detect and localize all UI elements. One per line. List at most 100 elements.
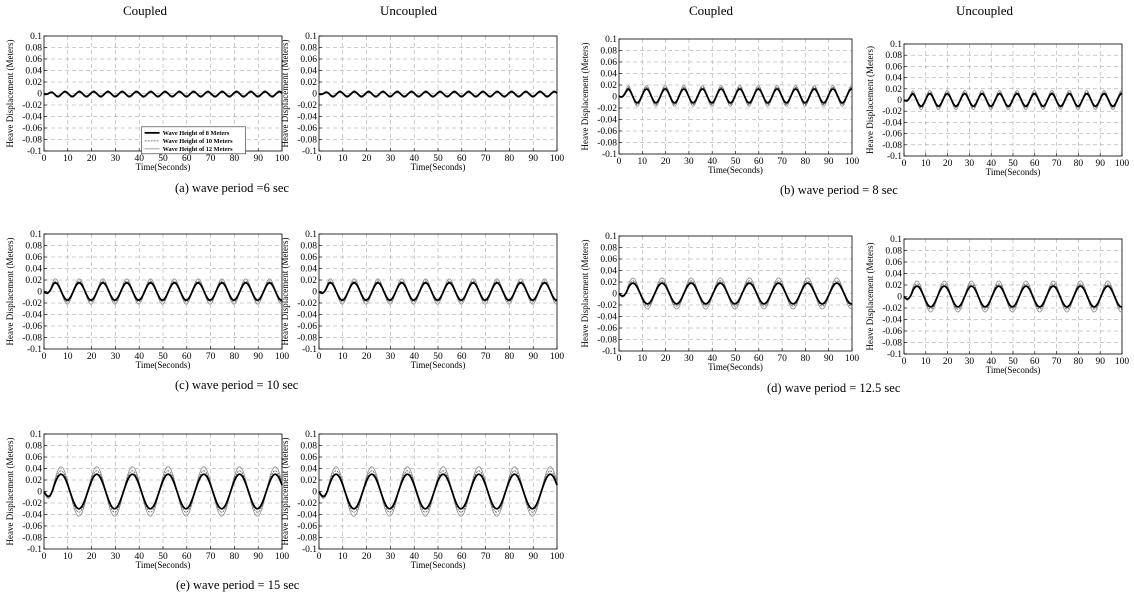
y-tick-label: -0.02	[597, 104, 617, 114]
y-axis-label: Heave Displacement (Meters)	[5, 40, 15, 148]
y-axis-label: Heave Displacement (Meters)	[280, 438, 290, 546]
x-axis-label: Time(Seconds)	[708, 165, 763, 175]
x-tick-label: 0	[42, 154, 47, 164]
x-tick-label: 30	[965, 357, 975, 367]
x-tick-label: 90	[824, 354, 834, 364]
x-tick-label: 50	[1008, 159, 1018, 169]
x-axis-label: Time(Seconds)	[411, 162, 466, 172]
y-tick-label: -0.02	[22, 299, 42, 309]
y-tick-label: 0.08	[600, 47, 617, 57]
legend-box	[141, 126, 246, 155]
y-tick-label: 0.04	[885, 270, 902, 280]
x-tick-label: 0	[617, 157, 622, 167]
x-tick-label: 60	[182, 154, 192, 164]
y-axis-label: Heave Displacement (Meters)	[865, 46, 875, 154]
x-tick-label: 20	[661, 157, 671, 167]
x-tick-label: 50	[158, 154, 168, 164]
x-tick-label: 40	[134, 552, 144, 562]
x-tick-label: 70	[206, 154, 216, 164]
x-tick-label: 0	[902, 159, 907, 169]
x-tick-label: 20	[943, 159, 953, 169]
x-tick-label: 30	[386, 154, 396, 164]
y-tick-label: -0.1	[602, 150, 617, 160]
x-tick-label: 90	[528, 552, 538, 562]
series-line-8m	[903, 285, 1123, 308]
chart-svg: 0 10 20 30 40 50 60 70 80 90 1000.10.080.060.040.0…	[280, 230, 565, 370]
x-tick-label: 10	[63, 352, 73, 362]
chart-svg: 0 10 20 30 40 50 60 70 80 90 1000.10.080.060.040.0…	[280, 430, 564, 570]
y-tick-label: -0.04	[882, 316, 902, 326]
x-tick-label: 10	[638, 157, 648, 167]
plot-c-uncoupled: 0 10 20 30 40 50 60 70 80 90 100 0.1 0.08 0.06 0.04 0.0…	[275, 220, 565, 375]
x-tick-label: 100	[275, 552, 290, 562]
x-tick-label: 50	[433, 552, 443, 562]
y-tick-label: -0.06	[597, 127, 617, 137]
y-tick-label: 0	[897, 96, 902, 106]
x-axis-label: Time(Seconds)	[136, 360, 191, 370]
y-tick-label: 0.1	[305, 230, 317, 240]
x-tick-label: 20	[87, 352, 97, 362]
chart-svg: 0 10 20 30 40 50 60 70 80 90 1000.10.080.060.040.0…	[5, 230, 290, 370]
plot-b-coupled: 0 10 20 30 40 50 60 70 80 90 100 0.1 0.08 0.06 0.04 0.0…	[575, 25, 860, 180]
x-tick-label: 70	[481, 552, 491, 562]
x-axis-label: Time(Seconds)	[708, 362, 763, 372]
y-tick-label: 0.06	[25, 55, 42, 65]
y-tick-label: -0.08	[882, 141, 902, 151]
x-tick-label: 60	[1030, 357, 1040, 367]
y-axis-label: Heave Displacement (Meters)	[5, 438, 15, 546]
y-tick-label: -0.06	[882, 327, 902, 337]
y-tick-label: 0.1	[305, 32, 317, 42]
x-tick-label: 40	[134, 154, 144, 164]
y-tick-label: 0.06	[885, 258, 902, 268]
y-tick-label: -0.02	[22, 499, 42, 509]
x-tick-label: 100	[275, 352, 290, 362]
y-tick-label: 0.04	[25, 465, 42, 475]
y-tick-label: 0	[897, 293, 902, 303]
y-tick-label: -0.1	[887, 152, 902, 162]
x-tick-label: 70	[1052, 159, 1062, 169]
chart-svg: 0 10 20 30 40 50 60 70 80 90 1000.10.080.060.040.0…	[865, 40, 1129, 177]
plot-c-coupled: 0 10 20 30 40 50 60 70 80 90 100 0.1 0.08 0.06 0.04 0.0…	[0, 220, 290, 375]
x-tick-label: 20	[87, 552, 97, 562]
y-tick-label: 0	[37, 288, 42, 298]
y-tick-label: -0.06	[597, 324, 617, 334]
x-tick-label: 30	[111, 352, 121, 362]
y-tick-label: -0.08	[22, 534, 42, 544]
header-uncoupled-left: Uncoupled	[380, 3, 438, 18]
y-tick-label: 0.1	[30, 32, 42, 42]
y-tick-label: 0.04	[885, 74, 902, 84]
x-tick-label: 40	[707, 157, 717, 167]
x-tick-label: 0	[902, 357, 907, 367]
y-tick-label: -0.08	[297, 534, 317, 544]
x-tick-label: 100	[550, 352, 565, 362]
x-tick-label: 100	[845, 354, 860, 364]
plot-e-uncoupled: 0 10 20 30 40 50 60 70 80 90 100 0.1 0.08 0.06 0.04 0.0…	[275, 420, 565, 575]
x-tick-label: 30	[965, 159, 975, 169]
y-tick-label: -0.04	[22, 113, 42, 123]
y-tick-label: -0.06	[297, 124, 317, 134]
y-tick-label: 0.04	[300, 67, 317, 77]
x-tick-label: 20	[943, 357, 953, 367]
x-tick-label: 80	[230, 154, 240, 164]
legend-entry: Wave Height of 8 Meters	[163, 130, 230, 137]
y-tick-label: 0.04	[600, 70, 617, 80]
x-tick-label: 80	[505, 352, 515, 362]
series-line-8m	[318, 281, 558, 302]
x-tick-label: 70	[481, 352, 491, 362]
x-tick-label: 50	[731, 354, 741, 364]
x-tick-label: 100	[845, 157, 860, 167]
x-tick-label: 20	[661, 354, 671, 364]
y-tick-label: 0.04	[25, 265, 42, 275]
y-tick-label: -0.04	[597, 116, 617, 126]
y-tick-label: 0	[612, 93, 617, 103]
y-tick-label: 0.08	[300, 242, 317, 252]
y-tick-label: 0	[312, 90, 317, 100]
y-tick-label: 0.06	[25, 253, 42, 263]
y-tick-label: 0.06	[300, 55, 317, 65]
x-tick-label: 60	[754, 354, 764, 364]
series-line-8m	[618, 88, 853, 104]
x-tick-label: 40	[409, 154, 419, 164]
y-axis-label: Heave Displacement (Meters)	[580, 240, 590, 348]
caption-a: (a) wave period =6 sec	[175, 181, 289, 195]
x-tick-label: 0	[42, 552, 47, 562]
